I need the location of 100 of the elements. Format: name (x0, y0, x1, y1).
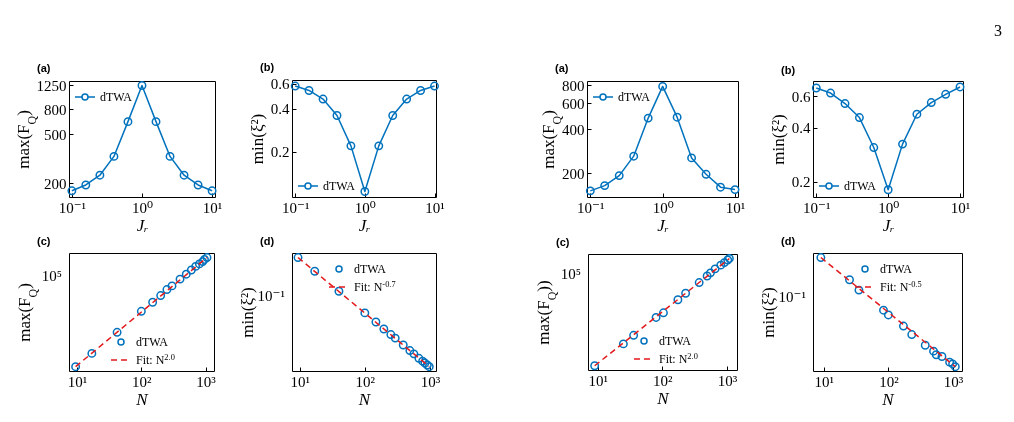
point (643, 113, 653, 123)
y-tick-label: 0.2 (791, 174, 811, 191)
point (360, 187, 370, 196)
x-tick-label: 10¹ (67, 373, 88, 390)
y-tick-label: 0.4 (270, 101, 290, 118)
text: 10⁻¹ (778, 289, 806, 305)
line-series (67, 81, 217, 196)
legend-label: dTWA (354, 262, 387, 276)
x-axis-title: N (135, 389, 150, 409)
x-tick-label: 10¹ (950, 199, 971, 216)
point (716, 182, 725, 192)
y-tick-label: 0.6 (791, 88, 811, 105)
point (585, 186, 595, 196)
x-tick-label: 10⁰ (878, 199, 900, 216)
line-series (811, 82, 965, 195)
x-tick-label: 10¹ (814, 373, 835, 390)
x-axis-title: Jᵣ (882, 215, 895, 235)
point (869, 143, 879, 152)
line-series (290, 81, 439, 196)
point (332, 111, 342, 120)
legend-label: dTWA (100, 90, 133, 104)
legend-label: dTWA (659, 334, 692, 348)
y-tick-label: 0.4 (791, 120, 811, 137)
x-tick-label: 10¹ (425, 199, 445, 216)
point (402, 94, 412, 104)
x-axis-title: Jᵣ (657, 215, 669, 235)
y-tick-label: 800 (44, 101, 67, 118)
x-tick-label: 10¹ (725, 199, 746, 216)
legend-label: Fit: N$^{-0.5}$ (880, 279, 922, 294)
y-tick-label: 200 (44, 175, 67, 192)
x-tick-label: 10³ (717, 372, 738, 389)
y-tick-label: 800 (562, 77, 585, 94)
point (614, 171, 624, 181)
point (912, 109, 922, 119)
x-tick-label: 10¹ (290, 373, 311, 390)
x-axis-title: Jᵣ (136, 215, 149, 235)
text: 3 (994, 22, 1002, 40)
x-tick-label: 10² (653, 372, 674, 389)
point (416, 86, 426, 95)
chart-title: (a) (37, 62, 51, 75)
x-tick-label: 10⁻¹ (281, 199, 310, 216)
x-tick-label: 10⁻¹ (577, 199, 605, 216)
text: 10⁵ (560, 266, 581, 282)
point (109, 151, 119, 161)
point (883, 185, 893, 195)
point (374, 141, 384, 151)
legend-label: dTWA (136, 335, 169, 349)
x-tick-label: 10² (355, 373, 376, 390)
y-axis-title: min(ξ²) (247, 113, 267, 165)
x-tick-label: 10² (132, 373, 153, 390)
y-tick-label: 200 (562, 165, 585, 182)
legend-label: Fit: N$^{-0.7}$ (354, 279, 396, 294)
legend-label: Fit: N$^{2.0}$ (659, 351, 698, 366)
point (629, 151, 639, 161)
x-tick-label: 10⁻¹ (58, 199, 87, 216)
legend-label: dTWA (323, 179, 356, 193)
point (290, 81, 300, 91)
point (926, 98, 936, 108)
x-axis-title: Jᵣ (358, 215, 371, 235)
x-tick-label: 10⁻¹ (803, 199, 831, 216)
point (207, 186, 217, 196)
point (854, 113, 864, 123)
point (826, 88, 836, 98)
text: 10⁻¹ (257, 288, 285, 304)
point (81, 180, 91, 190)
point (318, 94, 328, 104)
point (193, 180, 203, 190)
x-tick-label: 10³ (420, 373, 441, 390)
point (137, 81, 147, 90)
x-axis-title: N (656, 388, 671, 408)
x-tick-label: 10³ (196, 373, 217, 390)
y-tick-label: 0.2 (270, 144, 290, 161)
legend-label: Fit: N$^{2.0}$ (136, 352, 175, 367)
x-tick-label: 10⁰ (131, 199, 153, 216)
x-tick-label: 10⁰ (354, 199, 376, 216)
point (304, 86, 314, 95)
x-axis-title: N (881, 389, 896, 409)
point (955, 82, 965, 92)
point (811, 83, 821, 93)
chart-title: (d) (260, 234, 275, 247)
x-tick-label: 10⁰ (652, 199, 674, 216)
point (67, 186, 77, 196)
y-tick-label: 500 (44, 126, 67, 143)
x-tick-label: 10² (879, 373, 900, 390)
legend-label: dTWA (618, 90, 651, 104)
point (687, 153, 697, 163)
y-axis-title: min(ξ²) (758, 287, 778, 338)
x-tick-label: 10³ (943, 373, 964, 390)
y-axis-title: min(ξ²) (768, 114, 788, 165)
point (346, 141, 356, 151)
chart-title: (d) (781, 234, 796, 247)
chart-title: (c) (37, 234, 51, 247)
point (898, 139, 907, 149)
y-tick-label: 1250 (36, 77, 67, 94)
point (658, 81, 668, 91)
x-tick-label: 10¹ (202, 199, 223, 216)
y-tick-label: 600 (562, 95, 585, 112)
x-axis-title: N (357, 389, 372, 409)
chart-title: (c) (556, 235, 570, 248)
chart-title: (a) (555, 62, 569, 75)
